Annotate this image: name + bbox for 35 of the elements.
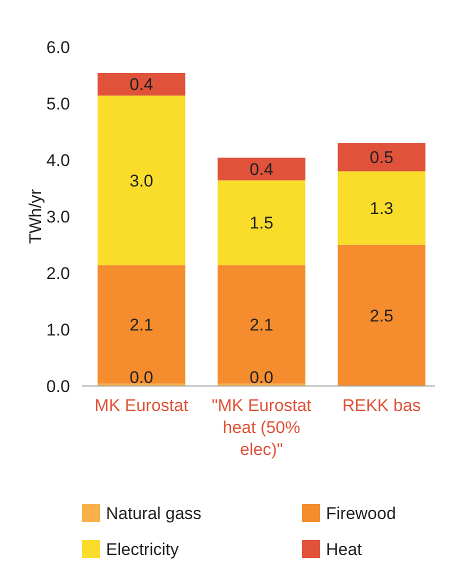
data-label: 2.5 xyxy=(370,306,394,326)
bar xyxy=(218,180,306,266)
y-tick-label: 5.0 xyxy=(46,94,70,114)
y-tick-label: 6.0 xyxy=(46,38,70,57)
data-label: 1.5 xyxy=(250,214,274,233)
x-tick-label: "MK Eurostat heat (50% elec)" xyxy=(212,396,312,459)
data-label: 3.0 xyxy=(130,171,154,190)
bar xyxy=(338,143,426,172)
legend-label: Heat xyxy=(326,540,362,559)
data-label: 1.3 xyxy=(370,198,394,218)
data-label: 0.0 xyxy=(250,368,274,387)
bar xyxy=(338,171,426,245)
data-label: 2.1 xyxy=(130,315,154,334)
y-tick-label: 3.0 xyxy=(46,207,70,226)
x-tick-label: REKK bas xyxy=(342,396,421,415)
bar xyxy=(338,244,426,386)
y-tick-label: 1.0 xyxy=(46,320,70,340)
y-tick-label: 4.0 xyxy=(46,150,70,170)
bar xyxy=(218,265,306,384)
bar xyxy=(98,72,186,96)
legend-label: Electricity xyxy=(106,540,180,559)
bar xyxy=(98,265,186,384)
data-label: 0.4 xyxy=(130,75,154,94)
bar xyxy=(98,96,186,266)
bar xyxy=(218,158,306,180)
data-label: 0.4 xyxy=(250,160,274,179)
legend-label: Firewood xyxy=(326,504,396,523)
y-axis-title: TWh/yr xyxy=(26,188,45,244)
x-tick-label: MK Eurostat xyxy=(94,396,188,415)
data-label: 0.0 xyxy=(130,368,154,387)
data-label: 2.1 xyxy=(250,315,274,334)
data-label: 0.5 xyxy=(370,148,394,168)
y-tick-label: 2.0 xyxy=(46,264,70,283)
y-tick-label: 0.0 xyxy=(46,376,70,396)
legend-label: Natural gass xyxy=(106,504,202,523)
